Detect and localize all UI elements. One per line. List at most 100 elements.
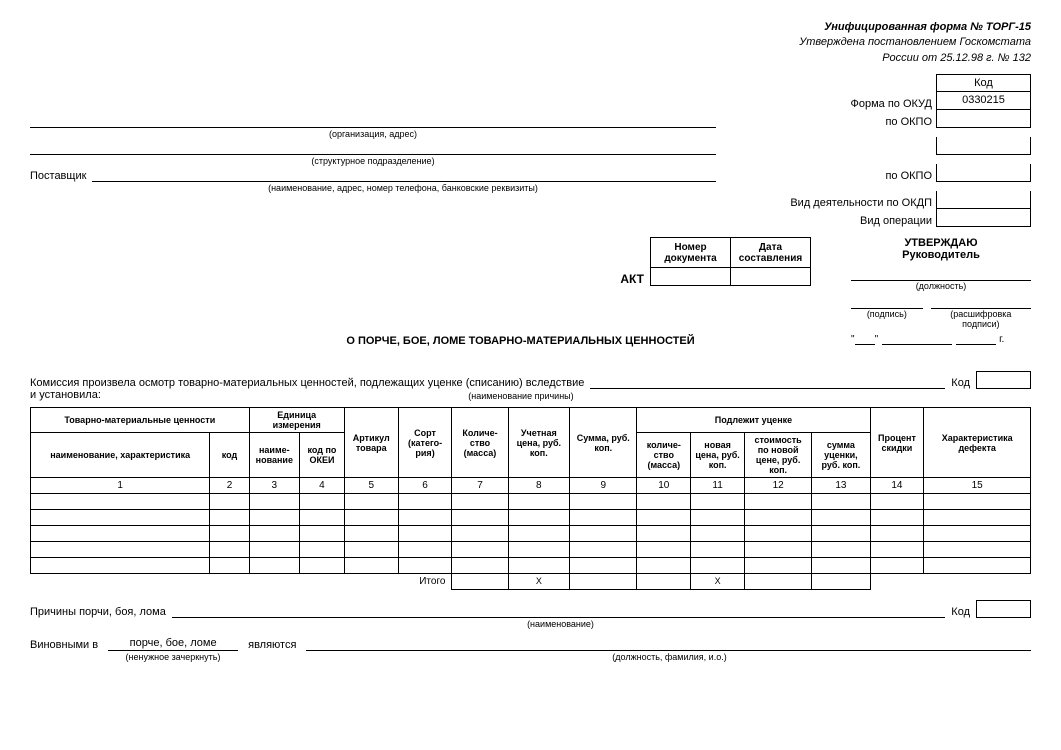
table-cell[interactable]: [398, 542, 452, 558]
table-cell[interactable]: [31, 526, 210, 542]
signature-field[interactable]: [851, 295, 923, 309]
extra-box-1[interactable]: [936, 137, 1031, 155]
table-cell[interactable]: [398, 558, 452, 574]
table-cell[interactable]: [452, 558, 508, 574]
table-cell[interactable]: [344, 542, 398, 558]
table-cell[interactable]: [31, 494, 210, 510]
reason-code-box[interactable]: [976, 371, 1031, 389]
table-cell[interactable]: [249, 542, 299, 558]
table-cell[interactable]: [249, 510, 299, 526]
table-cell[interactable]: [812, 542, 870, 558]
guilty-persons-field[interactable]: [306, 637, 1031, 651]
position-field[interactable]: [851, 267, 1031, 281]
table-cell[interactable]: [249, 494, 299, 510]
table-cell[interactable]: [210, 510, 249, 526]
table-cell[interactable]: [924, 542, 1031, 558]
date-year-field[interactable]: [956, 333, 996, 345]
table-cell[interactable]: [31, 510, 210, 526]
table-cell[interactable]: [745, 494, 812, 510]
table-cell[interactable]: [812, 558, 870, 574]
table-cell[interactable]: [300, 510, 345, 526]
table-cell[interactable]: [452, 526, 508, 542]
table-cell[interactable]: [570, 510, 637, 526]
table-cell[interactable]: [508, 558, 570, 574]
table-cell[interactable]: [812, 510, 870, 526]
table-cell[interactable]: [300, 558, 345, 574]
table-cell[interactable]: [924, 494, 1031, 510]
table-cell[interactable]: [745, 542, 812, 558]
table-cell[interactable]: [870, 510, 924, 526]
table-cell[interactable]: [344, 494, 398, 510]
table-cell[interactable]: [812, 526, 870, 542]
org-address-field[interactable]: [30, 114, 716, 128]
table-cell[interactable]: [870, 494, 924, 510]
table-cell[interactable]: [344, 558, 398, 574]
table-cell[interactable]: [924, 526, 1031, 542]
table-cell[interactable]: [870, 542, 924, 558]
okdp-box[interactable]: [936, 191, 1031, 209]
table-cell[interactable]: [210, 526, 249, 542]
table-cell[interactable]: [570, 526, 637, 542]
guilty-what-field[interactable]: порче, бое, ломе: [108, 637, 238, 651]
table-cell[interactable]: [570, 542, 637, 558]
table-cell[interactable]: [249, 558, 299, 574]
table-cell[interactable]: [924, 510, 1031, 526]
table-cell[interactable]: [924, 558, 1031, 574]
date-month-field[interactable]: [882, 333, 952, 345]
table-cell[interactable]: [508, 526, 570, 542]
table-cell[interactable]: [745, 510, 812, 526]
table-cell[interactable]: [508, 494, 570, 510]
reason-text-field[interactable]: [172, 604, 945, 618]
table-cell[interactable]: [637, 558, 691, 574]
table-cell[interactable]: [452, 510, 508, 526]
table-cell[interactable]: [691, 526, 745, 542]
date-day-field[interactable]: [855, 333, 875, 345]
table-cell[interactable]: [508, 542, 570, 558]
table-cell[interactable]: [691, 510, 745, 526]
table-cell[interactable]: [870, 558, 924, 574]
table-cell[interactable]: [300, 526, 345, 542]
table-cell[interactable]: [249, 526, 299, 542]
table-cell[interactable]: [398, 526, 452, 542]
table-cell[interactable]: [398, 510, 452, 526]
doc-date-cell[interactable]: [731, 268, 811, 286]
table-row: [31, 510, 1031, 526]
okpo2-box[interactable]: [936, 164, 1031, 182]
table-cell[interactable]: [570, 558, 637, 574]
struct-unit-field[interactable]: [30, 141, 716, 155]
table-cell[interactable]: [570, 494, 637, 510]
table-cell[interactable]: [344, 526, 398, 542]
table-cell[interactable]: [637, 526, 691, 542]
supplier-field[interactable]: [92, 168, 716, 182]
decipher-field[interactable]: [931, 295, 1031, 309]
table-cell[interactable]: [452, 494, 508, 510]
reason-code-box-2[interactable]: [976, 600, 1031, 618]
table-cell[interactable]: [637, 510, 691, 526]
table-cell[interactable]: [31, 558, 210, 574]
table-cell[interactable]: [691, 542, 745, 558]
table-cell[interactable]: [210, 558, 249, 574]
table-cell[interactable]: [508, 510, 570, 526]
table-cell[interactable]: [812, 494, 870, 510]
table-cell[interactable]: [300, 494, 345, 510]
operation-box[interactable]: [936, 209, 1031, 227]
doc-number-cell[interactable]: [651, 268, 731, 286]
table-cell[interactable]: [637, 494, 691, 510]
reason-field[interactable]: [590, 375, 945, 389]
table-cell[interactable]: [398, 494, 452, 510]
table-cell[interactable]: [745, 526, 812, 542]
table-cell[interactable]: [31, 542, 210, 558]
table-cell[interactable]: [745, 558, 812, 574]
table-cell[interactable]: [637, 542, 691, 558]
table-cell[interactable]: [210, 542, 249, 558]
colnum-13: 13: [812, 478, 870, 494]
table-cell[interactable]: [691, 494, 745, 510]
table-cell[interactable]: [344, 510, 398, 526]
okpo1-box[interactable]: [936, 110, 1031, 128]
table-cell[interactable]: [210, 494, 249, 510]
table-cell[interactable]: [691, 558, 745, 574]
table-cell[interactable]: [452, 542, 508, 558]
table-cell[interactable]: [870, 526, 924, 542]
table-cell[interactable]: [300, 542, 345, 558]
th-md-sum: сумма уценки, руб. коп.: [812, 433, 870, 478]
